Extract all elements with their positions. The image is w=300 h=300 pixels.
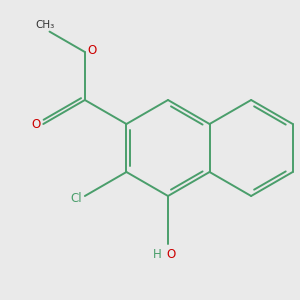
Text: H: H <box>153 248 162 260</box>
Text: CH₃: CH₃ <box>35 20 54 30</box>
Text: O: O <box>87 44 97 56</box>
Text: Cl: Cl <box>70 191 82 205</box>
Text: O: O <box>166 248 175 260</box>
Text: O: O <box>32 118 41 130</box>
